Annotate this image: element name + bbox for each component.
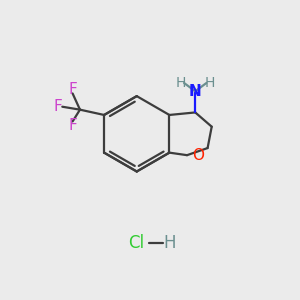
Text: H: H: [205, 76, 215, 90]
Text: Cl: Cl: [128, 234, 144, 252]
Text: O: O: [192, 148, 204, 163]
Text: F: F: [68, 82, 77, 97]
Text: H: H: [164, 234, 176, 252]
Text: F: F: [53, 99, 62, 114]
Text: F: F: [68, 118, 77, 133]
Text: H: H: [176, 76, 186, 90]
Text: N: N: [189, 84, 202, 99]
